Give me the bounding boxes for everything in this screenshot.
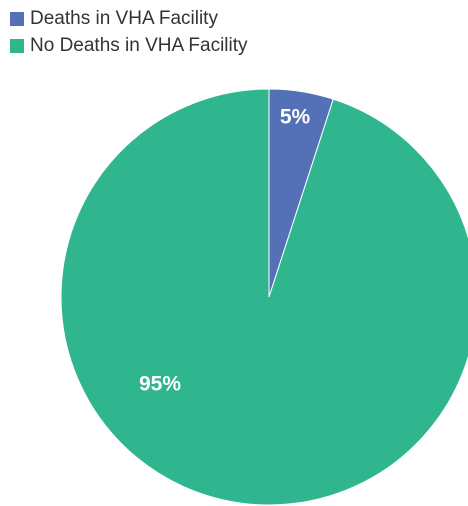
slice-label: 95% <box>139 373 181 396</box>
legend-swatch <box>10 39 24 53</box>
legend-text: No Deaths in VHA Facility <box>30 35 248 56</box>
legend-swatch <box>10 12 24 26</box>
legend-text: Deaths in VHA Facility <box>30 8 218 29</box>
pie-slice <box>60 88 468 506</box>
slice-label: 5% <box>280 106 311 129</box>
